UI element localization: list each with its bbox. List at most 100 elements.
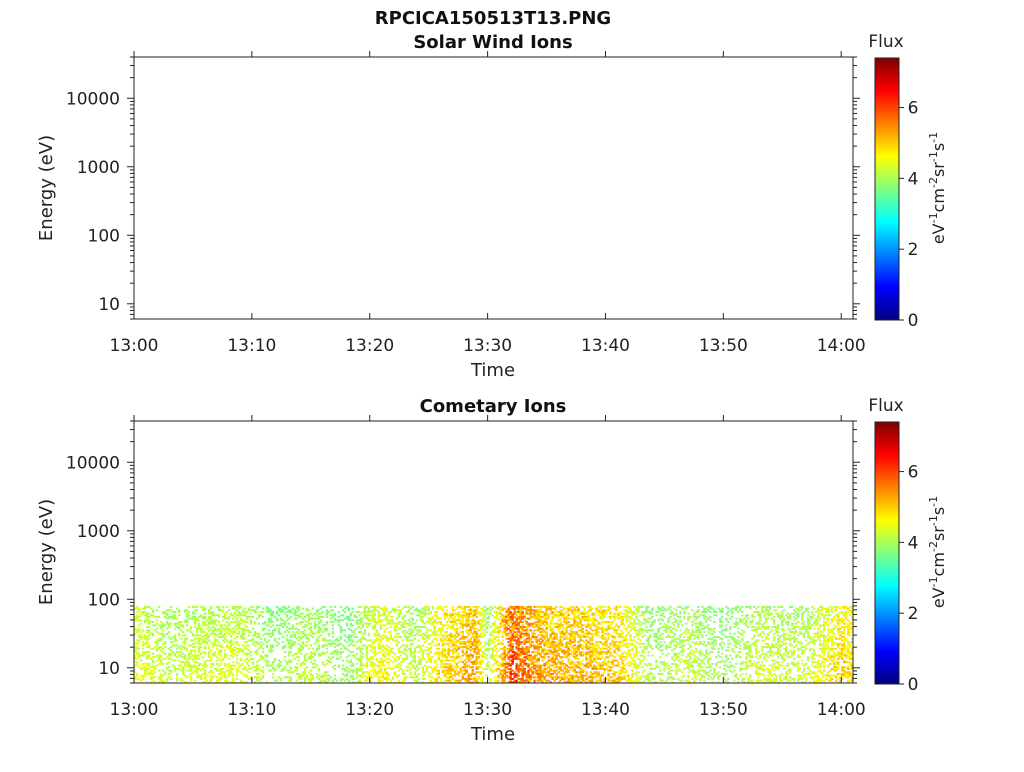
heatmap-cell — [282, 636, 284, 638]
heatmap-cell — [246, 621, 248, 623]
heatmap-cell — [332, 633, 334, 635]
heatmap-cell — [412, 619, 414, 621]
heatmap-cell — [148, 651, 150, 653]
x-axis-label: Time — [470, 360, 515, 381]
heatmap-cell — [406, 676, 408, 678]
heatmap-cell — [432, 608, 434, 610]
heatmap-cell — [322, 611, 324, 613]
heatmap-cell — [430, 648, 432, 650]
heatmap-cell — [298, 660, 300, 662]
heatmap-cell — [194, 680, 196, 682]
heatmap-cell — [236, 655, 238, 657]
colorbar-label: Flux — [868, 32, 903, 52]
heatmap-cell — [290, 651, 292, 653]
heatmap-cell — [244, 608, 246, 610]
heatmap-cell — [340, 656, 342, 658]
heatmap-cell — [210, 660, 212, 662]
heatmap-cell — [400, 665, 402, 667]
heatmap-cell — [156, 609, 158, 611]
heatmap-cell — [394, 653, 396, 655]
heatmap-cell — [400, 613, 402, 615]
heatmap-cell — [366, 666, 368, 668]
heatmap-cell — [170, 623, 172, 625]
heatmap-cell — [262, 676, 264, 678]
heatmap-cell — [196, 606, 198, 608]
heatmap-cell — [232, 668, 234, 670]
heatmap-cell — [170, 678, 172, 680]
heatmap-cell — [314, 628, 316, 630]
heatmap-cell — [372, 658, 374, 660]
heatmap-cell — [328, 634, 330, 636]
heatmap-cell — [432, 656, 434, 658]
heatmap-cell — [262, 651, 264, 653]
heatmap-cell — [458, 634, 460, 636]
plot-area — [134, 57, 853, 319]
heatmap-cell — [152, 634, 154, 636]
heatmap-cell — [258, 623, 260, 625]
heatmap-cell — [186, 621, 188, 623]
panel-title: Cometary Ions — [420, 396, 567, 417]
heatmap-cell — [312, 608, 314, 610]
heatmap-cell — [158, 670, 160, 672]
heatmap-cell — [472, 656, 474, 658]
heatmap-cell — [380, 641, 382, 643]
heatmap-cell — [501, 639, 503, 641]
heatmap-cell — [252, 663, 254, 665]
heatmap-cell — [312, 648, 314, 650]
heatmap-cell — [416, 619, 418, 621]
heatmap-cell — [338, 666, 340, 668]
heatmap-cell — [250, 651, 252, 653]
heatmap-cell — [400, 655, 402, 657]
heatmap-cell — [302, 613, 304, 615]
heatmap-cell — [446, 606, 448, 608]
heatmap-cell — [438, 648, 440, 650]
heatmap-cell — [438, 673, 440, 675]
heatmap-cell — [220, 655, 222, 657]
heatmap-cell — [344, 629, 346, 631]
heatmap-cell — [298, 656, 300, 658]
heatmap-cell — [318, 648, 320, 650]
heatmap-cell — [424, 678, 426, 680]
heatmap-cell — [166, 680, 168, 682]
heatmap-cell — [302, 648, 304, 650]
heatmap-cell — [352, 624, 354, 626]
colorbar-units: eV-1cm-2sr-1s-1 — [927, 132, 948, 244]
heatmap-cell — [204, 609, 206, 611]
heatmap-cell — [170, 655, 172, 657]
heatmap-cell — [531, 641, 533, 643]
x-tick-label: 13:20 — [345, 336, 394, 356]
heatmap-cell — [306, 653, 308, 655]
heatmap-cell — [186, 624, 188, 626]
heatmap-cell — [280, 633, 282, 635]
heatmap-cell — [272, 663, 274, 665]
heatmap-cell — [294, 643, 296, 645]
heatmap-cell — [412, 631, 414, 633]
heatmap-cell — [154, 671, 156, 673]
heatmap-cell — [404, 626, 406, 628]
heatmap-cell — [573, 641, 575, 643]
heatmap-cell — [278, 643, 280, 645]
heatmap-cell — [278, 614, 280, 616]
heatmap-cell — [252, 658, 254, 660]
heatmap-cell — [370, 623, 372, 625]
heatmap-cell — [276, 619, 278, 621]
heatmap-cell — [290, 680, 292, 682]
heatmap-cell — [342, 614, 344, 616]
heatmap-cell — [326, 623, 328, 625]
heatmap-cell — [326, 616, 328, 618]
heatmap-cell — [430, 661, 432, 663]
heatmap-cell — [162, 663, 164, 665]
heatmap-cell — [332, 609, 334, 611]
heatmap-cell — [154, 676, 156, 678]
heatmap-cell — [252, 606, 254, 608]
heatmap-cell — [168, 626, 170, 628]
heatmap-cell — [260, 638, 262, 640]
heatmap-cell — [226, 655, 228, 657]
heatmap-cell — [486, 655, 488, 657]
heatmap-cell — [529, 680, 531, 682]
figure-title: RPCICA150513T13.PNG — [375, 8, 611, 29]
heatmap-cell — [430, 613, 432, 615]
